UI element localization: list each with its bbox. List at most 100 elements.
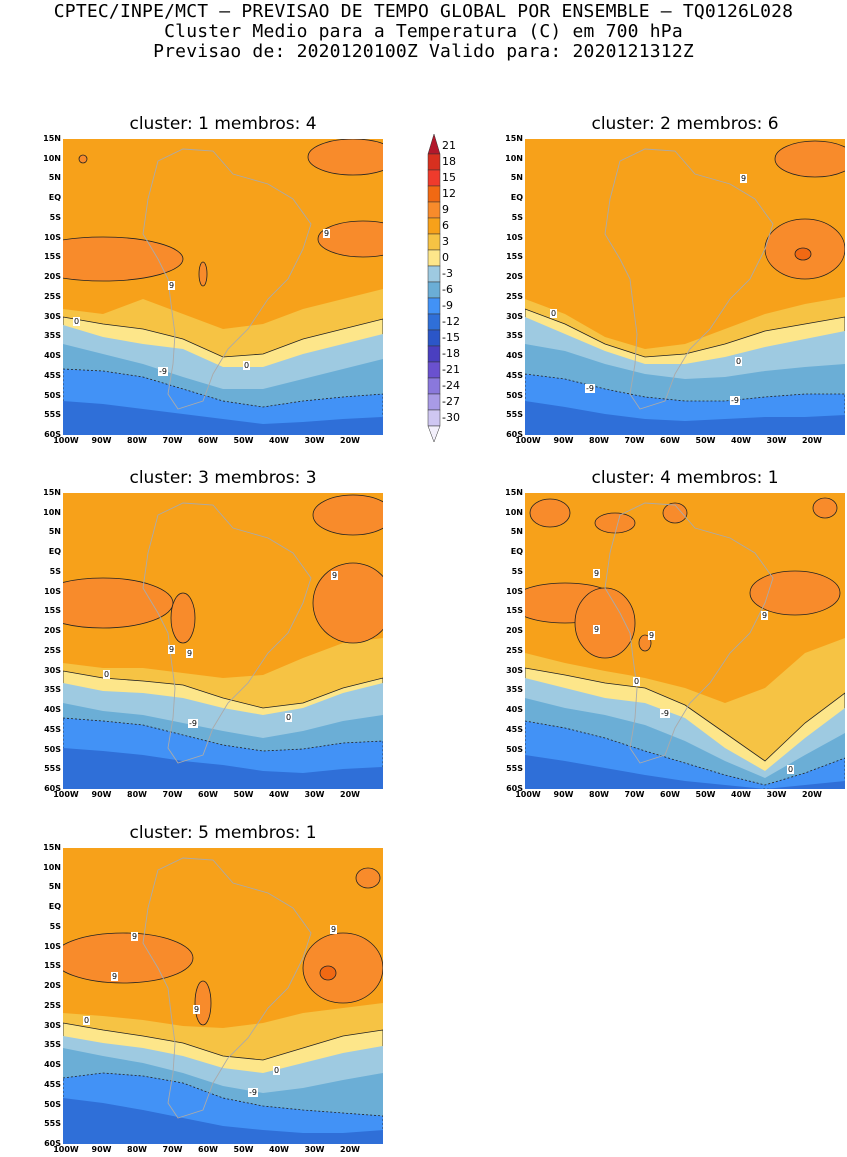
- lon-tick-label: 70W: [624, 436, 645, 445]
- lat-tick-label: 5S: [49, 212, 61, 222]
- contour-label: 9: [323, 229, 331, 238]
- lon-tick-label: 90W: [553, 790, 574, 799]
- contour-label: -9: [158, 367, 168, 376]
- warm-region: [63, 236, 184, 282]
- lat-tick-label: 40S: [44, 1060, 61, 1070]
- lat-tick-label: 10S: [506, 586, 523, 596]
- lat-tick-label: 45S: [44, 1079, 61, 1089]
- lat-tick-label: EQ: [48, 902, 61, 912]
- lon-tick-label: 90W: [91, 436, 112, 445]
- lon-tick-label: 50W: [695, 436, 716, 445]
- south-america-outline: [604, 148, 774, 410]
- lon-tick-label: 40W: [731, 436, 751, 445]
- legend-level-label: -3: [442, 267, 453, 280]
- contour-label: -9: [660, 709, 670, 718]
- map-svg: [63, 493, 383, 789]
- warm-region: [312, 562, 383, 644]
- lon-tick-label: 80W: [127, 790, 147, 799]
- lon-tick-label: 30W: [304, 1145, 325, 1154]
- lon-tick-label: 80W: [589, 790, 609, 799]
- contour-label: 0: [103, 670, 111, 679]
- contour-label: 9: [330, 925, 338, 934]
- lon-tick-label: 60W: [198, 436, 218, 445]
- lat-tick-label: 50S: [44, 390, 61, 400]
- contour-label: 0: [243, 361, 251, 370]
- temperature-band: [525, 755, 845, 789]
- legend-level-label: -24: [442, 379, 460, 392]
- legend-swatch: [427, 201, 441, 219]
- legend-swatch: [427, 153, 441, 171]
- contour-label: 9: [186, 649, 194, 658]
- legend-swatch: [427, 297, 441, 315]
- lat-tick-label: 25S: [44, 645, 61, 655]
- warm-region: [529, 498, 571, 528]
- lon-tick-label: 70W: [162, 436, 183, 445]
- lon-tick-label: 100W: [515, 436, 541, 445]
- lat-tick-label: 15S: [44, 606, 61, 616]
- lat-tick-label: EQ: [510, 193, 523, 203]
- legend-swatch: [427, 265, 441, 283]
- lat-tick-label: 60S: [44, 1139, 61, 1148]
- lon-tick-label: 90W: [553, 436, 574, 445]
- legend-level-label: 6: [442, 219, 449, 232]
- lon-tick-label: 50W: [695, 790, 716, 799]
- lon-tick-label: 20W: [340, 436, 360, 445]
- lat-tick-label: 5N: [48, 882, 61, 892]
- legend-level-label: 0: [442, 251, 449, 264]
- legend-level-label: 15: [442, 171, 456, 184]
- panel-title-3: cluster: 3 membros: 3: [129, 468, 317, 488]
- warm-region: [794, 247, 812, 261]
- lon-tick-label: 80W: [127, 1145, 147, 1154]
- lon-tick-label: 20W: [802, 436, 822, 445]
- warm-region: [774, 140, 845, 178]
- lat-tick-label: 45S: [44, 724, 61, 734]
- legend-swatch: [427, 377, 441, 395]
- lon-tick-label: 100W: [53, 1145, 79, 1154]
- lat-tick-label: 15N: [43, 134, 61, 143]
- lat-tick-label: 20S: [506, 272, 523, 282]
- legend-swatch: [427, 361, 441, 379]
- lat-tick-label: 35S: [44, 331, 61, 341]
- warm-region: [302, 932, 383, 1004]
- title-line-3: Previsao de: 2020120100Z Valido para: 20…: [153, 41, 694, 62]
- contour-label: 0: [285, 713, 293, 722]
- contour-label: -9: [188, 719, 198, 728]
- lon-tick-label: 70W: [162, 790, 183, 799]
- lon-tick-label: 40W: [731, 790, 751, 799]
- lat-tick-label: 45S: [506, 724, 523, 734]
- contour-label: 9: [131, 932, 139, 941]
- map-svg: [63, 139, 383, 435]
- legend-swatch: [427, 233, 441, 251]
- lon-tick-label: 60W: [660, 436, 680, 445]
- contour-label: 9: [331, 571, 339, 580]
- lon-tick-label: 20W: [802, 790, 822, 799]
- lat-tick-label: 55S: [506, 764, 523, 774]
- contour-label: 0: [787, 765, 795, 774]
- warm-region: [307, 139, 383, 176]
- lon-tick-label: 30W: [304, 790, 325, 799]
- panel-title-1: cluster: 1 membros: 4: [129, 114, 317, 134]
- lat-tick-label: 10S: [506, 232, 523, 242]
- map-svg: [63, 848, 383, 1144]
- lat-tick-label: 15S: [44, 252, 61, 262]
- contour-label: 0: [273, 1066, 281, 1075]
- contour-label: 9: [740, 174, 748, 183]
- lat-tick-label: 60S: [44, 430, 61, 439]
- warm-region: [594, 512, 636, 534]
- lat-tick-label: EQ: [48, 547, 61, 557]
- lat-tick-label: 15S: [506, 252, 523, 262]
- warm-region: [312, 494, 383, 536]
- lat-tick-label: 30S: [506, 311, 523, 321]
- lat-tick-label: 30S: [506, 665, 523, 675]
- legend-level-label: -27: [442, 395, 460, 408]
- lat-tick-label: 30S: [44, 1020, 61, 1030]
- lon-tick-label: 40W: [269, 1145, 289, 1154]
- legend-level-label: -9: [442, 299, 453, 312]
- lat-tick-label: 5N: [510, 173, 523, 183]
- lat-tick-label: 55S: [44, 1119, 61, 1129]
- lon-tick-label: 60W: [198, 1145, 218, 1154]
- lat-tick-label: 5S: [49, 921, 61, 931]
- map-svg: [525, 493, 845, 789]
- lat-tick-label: 50S: [44, 744, 61, 754]
- temperature-band: [525, 401, 845, 435]
